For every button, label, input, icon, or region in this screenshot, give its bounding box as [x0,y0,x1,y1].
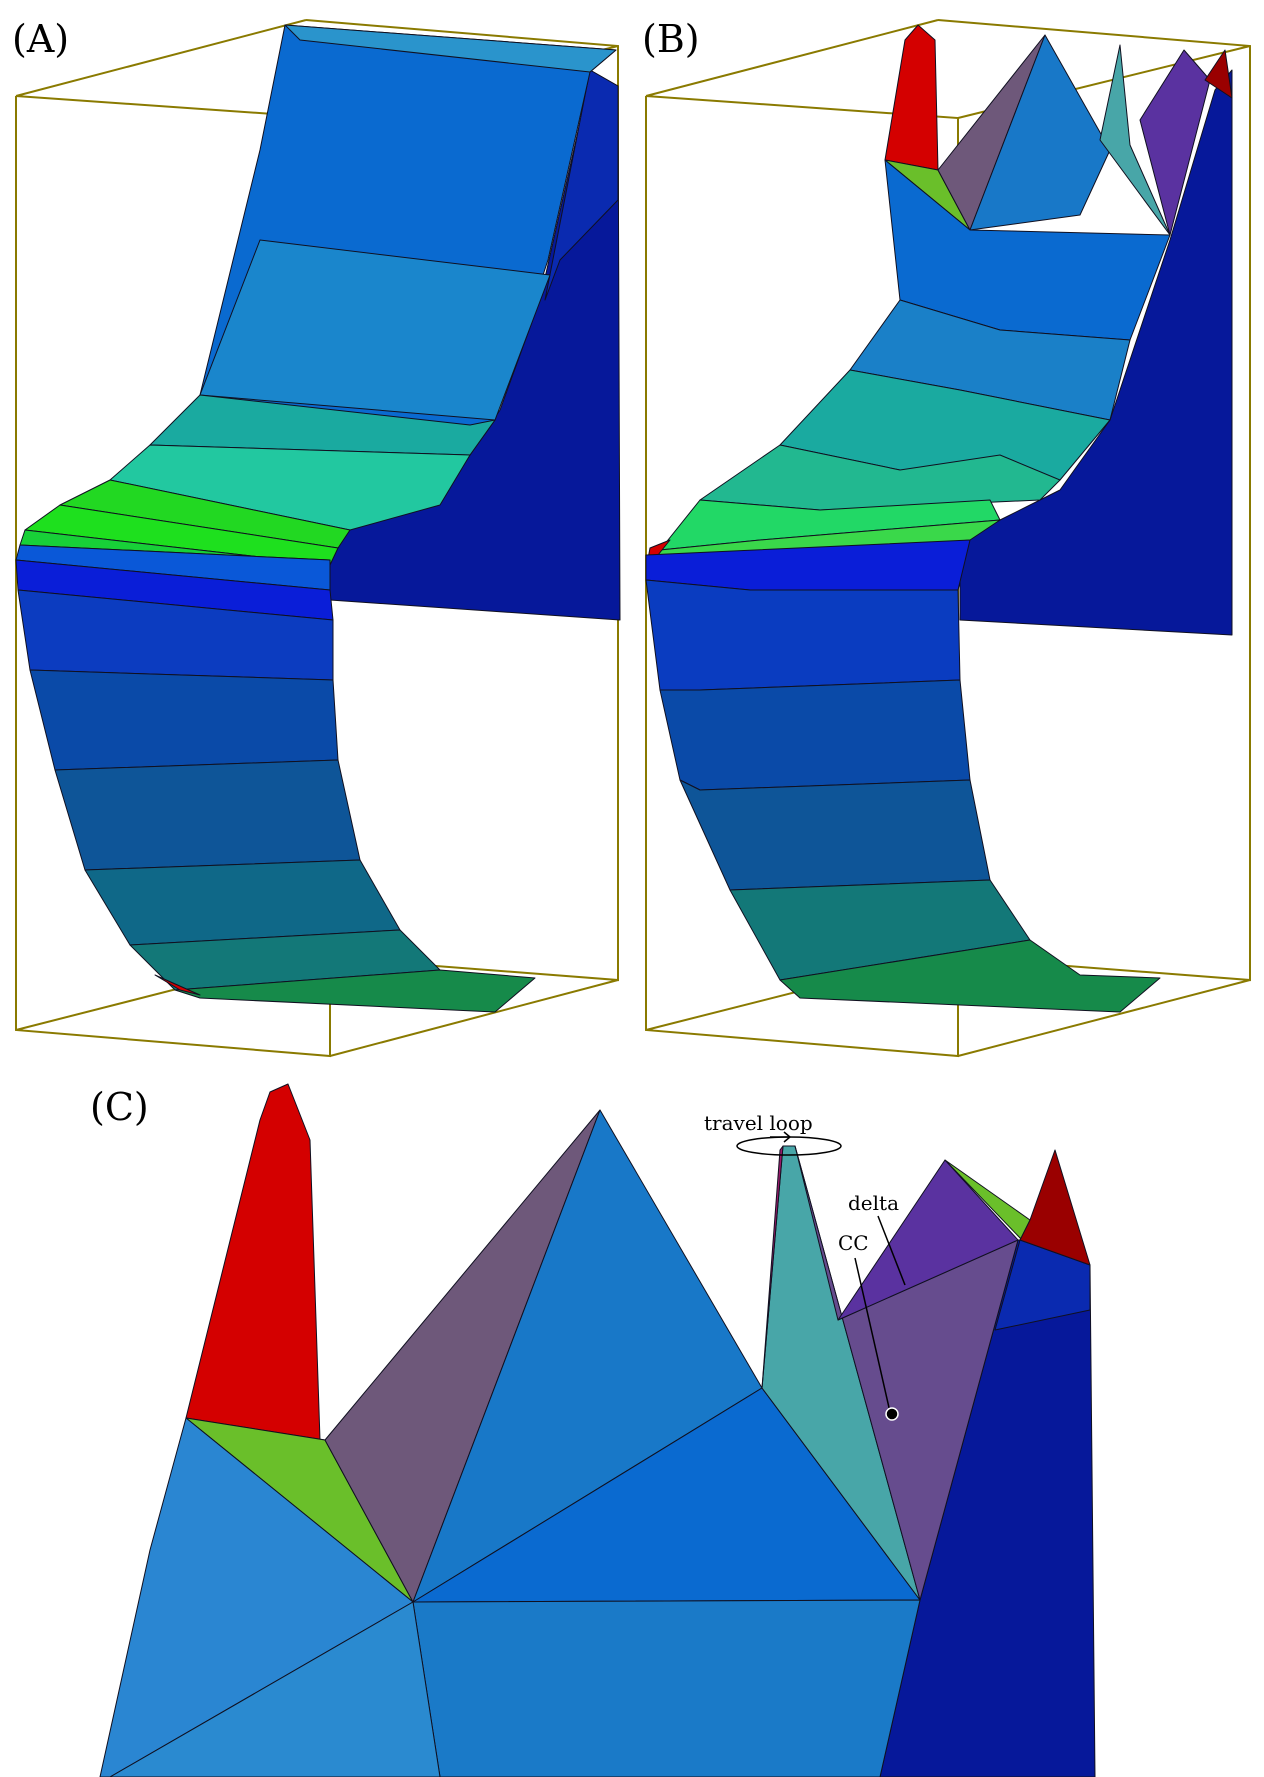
panel-c: (C) [90,1083,1096,1777]
annotation-travel-loop: travel loop [704,1111,842,1156]
panel-b: (B) [642,17,1251,1058]
annotation-cc: CC [838,1231,899,1421]
panel-a-bounding-box [15,19,619,1058]
panel-b-label: (B) [642,17,700,61]
annotation-delta: delta [848,1191,906,1286]
panel-c-label: (C) [90,1085,149,1129]
panel-a-label: (A) [12,17,69,61]
cc-label: CC [838,1231,869,1255]
delta-label: delta [848,1191,899,1215]
panel-b-chair-mesh [645,24,1233,1013]
travel-loop-arrow-icon [770,1131,792,1143]
panel-c-mesh-closeup [99,1083,1096,1777]
cc-leader-line [854,1257,891,1413]
travel-loop-label: travel loop [704,1111,813,1135]
delta-leader-line [877,1215,906,1286]
panel-a-chair-mesh [15,24,621,1013]
panel-a: (A) [12,17,621,1058]
cc-point-marker [885,1407,899,1421]
